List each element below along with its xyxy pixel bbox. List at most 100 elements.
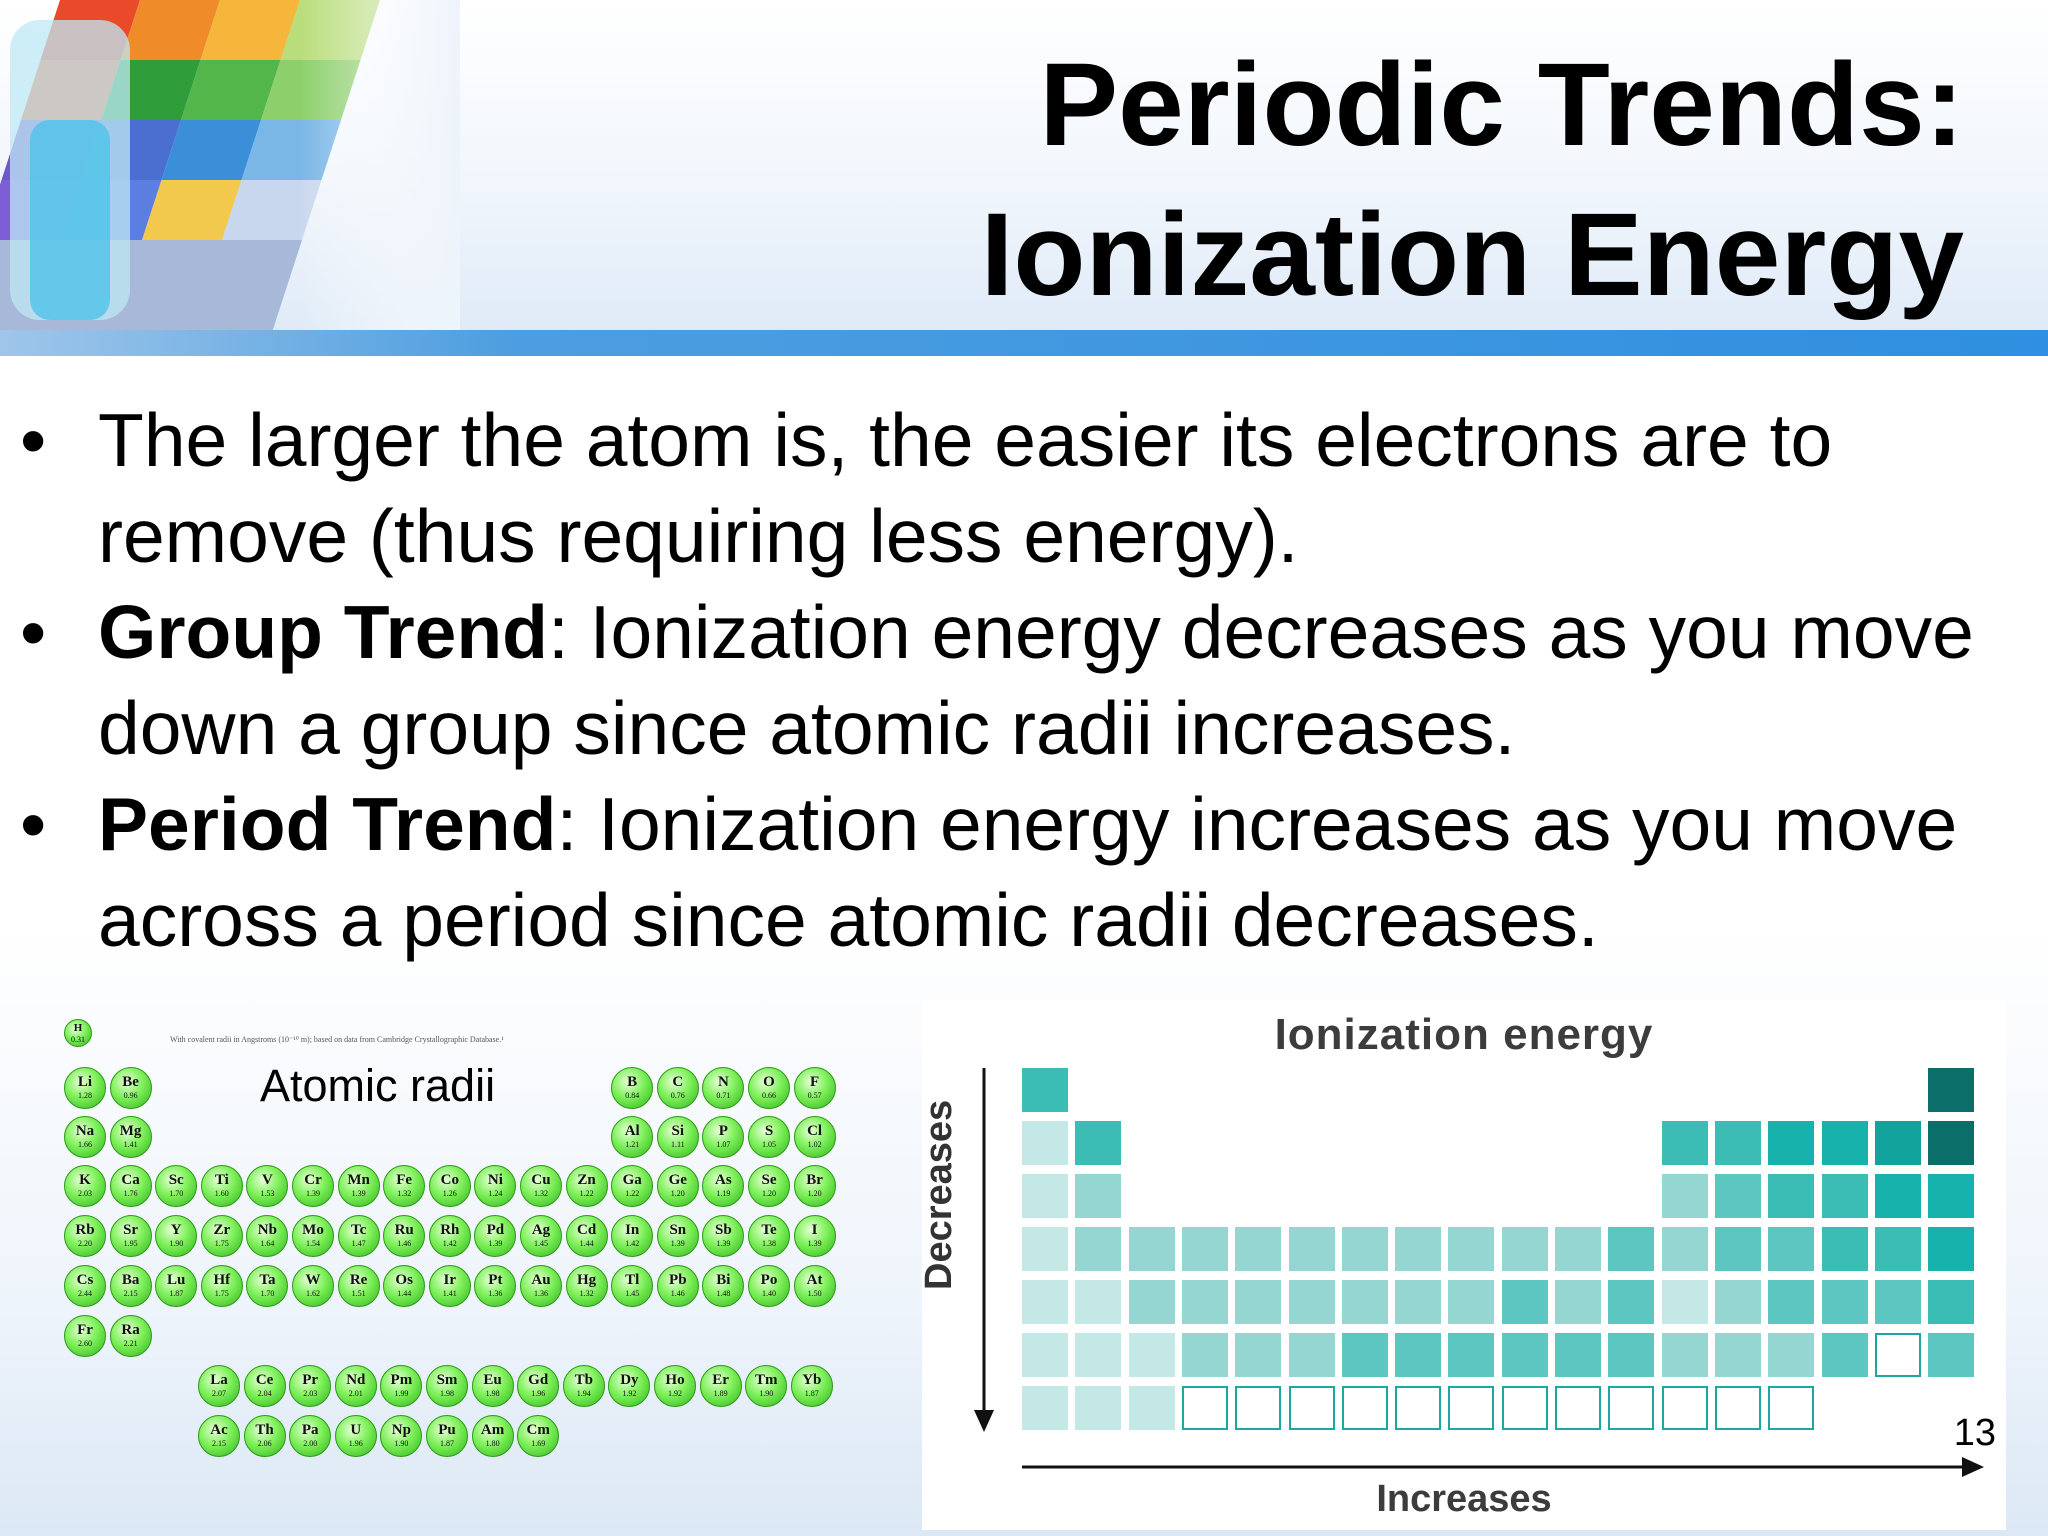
ionization-cell [1714, 1227, 1761, 1271]
element-symbol: Zn [577, 1172, 596, 1188]
element-np-ball: Np 1.90 [380, 1415, 423, 1457]
element-symbol: Au [531, 1272, 551, 1288]
element-radius-value: 2.21 [123, 1339, 138, 1348]
element-radius-value: 1.90 [759, 1389, 774, 1398]
element-bi-ball: Bi 1.48 [702, 1265, 745, 1307]
element-symbol: Th [255, 1422, 274, 1438]
element-er-ball: Er 1.89 [699, 1365, 742, 1407]
element-w-ball: W 1.62 [292, 1265, 334, 1307]
element-radius-value: 1.24 [488, 1189, 503, 1198]
element-ce-ball: Ce 2.04 [243, 1365, 286, 1407]
element-radius-value: 1.89 [713, 1389, 728, 1398]
element-br-ball: Br 1.20 [793, 1165, 836, 1207]
element-cs-ball: Cs 2.44 [64, 1265, 106, 1307]
element-tm-ball: Tm 1.90 [745, 1365, 788, 1407]
element-symbol: S [764, 1123, 774, 1139]
slide-title-line-1: Periodic Trends: [1039, 39, 1964, 171]
element-radius-value: 1.90 [169, 1239, 184, 1248]
ionization-energy-figure: Ionization energy Decreases Increases 13 [918, 1000, 2006, 1530]
ionization-cell [1714, 1386, 1761, 1430]
element-radius-value: 1.62 [306, 1289, 320, 1298]
bullet-dot-icon: • [20, 590, 47, 674]
element-radius-value: 1.36 [488, 1289, 503, 1298]
element-radius-value: 1.87 [440, 1439, 454, 1448]
ionization-cell [1928, 1068, 1975, 1112]
element-pm-ball: Pm 1.99 [380, 1365, 423, 1407]
element-radius-value: 1.45 [534, 1239, 548, 1248]
element-radius-value: 1.50 [807, 1289, 822, 1298]
ionization-cell [1608, 1333, 1655, 1377]
ionization-cell [1661, 1227, 1708, 1271]
element-symbol: Sc [168, 1172, 184, 1188]
trend-arrows [974, 1068, 1984, 1477]
element-symbol: O [763, 1074, 775, 1090]
element-c-ball: C 0.76 [656, 1067, 699, 1109]
element-symbol: Ce [255, 1372, 274, 1388]
element-ho-ball: Ho 1.92 [654, 1365, 696, 1407]
element-symbol: P [718, 1123, 728, 1139]
element-radius-value: 1.21 [625, 1140, 640, 1149]
ionization-cell [1022, 1386, 1068, 1430]
element-fr-ball: Fr 2.60 [64, 1315, 106, 1357]
element-radius-value: 1.96 [531, 1389, 546, 1398]
element-ti-ball: Ti 1.60 [200, 1165, 243, 1207]
element-be-ball: Be 0.96 [109, 1067, 152, 1109]
element-symbol: Nb [257, 1222, 277, 1238]
element-pb-ball: Pb 1.46 [656, 1265, 699, 1307]
element-rb-ball: Rb 2.20 [64, 1215, 106, 1257]
element-radius-value: 1.05 [762, 1140, 776, 1149]
element-radius-value: 1.19 [716, 1189, 731, 1198]
element-radius-value: 1.98 [485, 1389, 500, 1398]
element-radius-value: 1.47 [351, 1239, 366, 1248]
element-ir-ball: Ir 1.41 [428, 1265, 471, 1307]
ionization-cell [1235, 1333, 1282, 1377]
ionization-cell [1181, 1333, 1228, 1377]
element-y-ball: Y 1.90 [155, 1215, 198, 1257]
ionization-cell [1128, 1333, 1175, 1377]
element-rh-ball: Rh 1.42 [428, 1215, 471, 1257]
ionization-cell [1288, 1386, 1335, 1430]
element-symbol: Ti [214, 1172, 229, 1188]
element-symbol: Si [671, 1123, 685, 1139]
bullet-item: • Period Trend: Ionization energy increa… [20, 776, 2020, 968]
bullet-item: • Group Trend: Ionization energy decreas… [20, 584, 2020, 776]
element-symbol: B [627, 1074, 638, 1090]
element-radius-value: 2.07 [212, 1389, 226, 1398]
ionization-cell [1821, 1121, 1868, 1165]
element-symbol: Be [122, 1074, 139, 1090]
element-radius-value: 1.11 [670, 1140, 685, 1149]
element-re-ball: Re 1.51 [337, 1265, 380, 1307]
slide-title: Periodic Trends: Ionization Energy [981, 30, 1964, 330]
ionization-cell [1341, 1280, 1388, 1324]
element-symbol: Se [761, 1172, 777, 1188]
element-at-ball: At 1.50 [793, 1265, 836, 1307]
element-b-ball: B 0.84 [611, 1067, 654, 1109]
element-sb-ball: Sb 1.39 [702, 1215, 745, 1257]
element-symbol: Cl [807, 1123, 823, 1139]
ionization-cell [1608, 1386, 1655, 1430]
element-symbol: V [261, 1172, 273, 1188]
element-symbol: Ag [531, 1222, 551, 1238]
element-radius-value: 1.07 [716, 1140, 731, 1149]
ionization-cell [1555, 1386, 1601, 1430]
element-symbol: Zr [213, 1222, 231, 1238]
element-symbol: Fr [77, 1322, 93, 1338]
element-radius-value: 1.36 [534, 1289, 548, 1298]
element-radius-value: 1.92 [622, 1389, 637, 1398]
ionization-cell [1928, 1333, 1975, 1377]
element-symbol: Am [480, 1422, 505, 1438]
element-radius-value: 2.03 [78, 1189, 92, 1198]
ionization-cell [1768, 1121, 1815, 1165]
element-eu-ball: Eu 1.98 [471, 1365, 514, 1407]
element-symbol: At [806, 1272, 823, 1288]
element-o-ball: O 0.66 [748, 1067, 790, 1109]
ionization-cell [1768, 1386, 1815, 1430]
element-ta-ball: Ta 1.70 [246, 1265, 289, 1307]
element-symbol: Hg [577, 1272, 597, 1288]
ionization-cell [1288, 1333, 1335, 1377]
ionization-cell [1821, 1174, 1868, 1218]
element-radius-value: 1.46 [670, 1289, 685, 1298]
bullet-list: • The larger the atom is, the easier its… [20, 392, 2020, 968]
element-symbol: Ir [443, 1272, 457, 1288]
element-symbol: Al [624, 1123, 640, 1139]
